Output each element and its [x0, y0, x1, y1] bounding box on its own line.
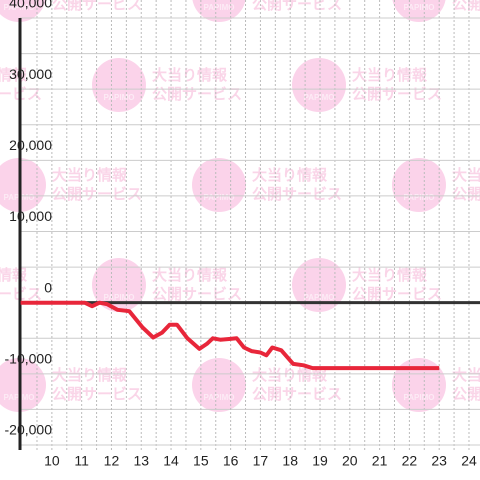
- watermark-text: PAPIMO: [404, 3, 435, 12]
- watermark-text: 公開サービス: [52, 386, 142, 403]
- series-line: [20, 300, 440, 371]
- watermark-text: PAPIMO: [104, 293, 135, 302]
- watermark-text: PAPIMO: [204, 193, 235, 202]
- watermark-text: 大当り情報: [352, 266, 428, 284]
- x-tick-label: 11: [74, 453, 89, 469]
- y-tick-label: 30,000: [9, 66, 52, 82]
- watermark-circle: [92, 58, 146, 112]
- watermark-text: PAPIMO: [204, 393, 235, 402]
- x-tick-label: 24: [461, 453, 477, 469]
- watermark-circle: [0, 0, 46, 22]
- watermark-circle: [292, 58, 346, 112]
- watermark-circle: [192, 358, 246, 412]
- y-tick-label: -10,000: [5, 351, 53, 367]
- watermark-text: 公開サービス: [252, 186, 342, 203]
- watermark-text: 公開サービス: [52, 186, 142, 203]
- watermark-text: 公開サービス: [152, 86, 242, 103]
- y-tick-label: 10,000: [9, 208, 52, 224]
- watermark-text: PAPIMO: [404, 193, 435, 202]
- x-tick-label: 14: [163, 453, 179, 469]
- watermark-circle: [392, 0, 446, 22]
- watermark-text: 大当り情報: [252, 366, 328, 384]
- x-tick-label: 23: [431, 453, 447, 469]
- x-tick-label: 18: [282, 453, 298, 469]
- x-tick-label: 20: [342, 453, 358, 469]
- watermark-circle: [0, 358, 46, 412]
- x-tick-label: 19: [312, 453, 328, 469]
- watermark-text: 大当り情報: [452, 366, 480, 384]
- watermark-text: 公開サービス: [252, 386, 342, 403]
- y-tick-label: 40,000: [9, 0, 52, 11]
- watermark-text: 大当り情報: [0, 266, 28, 284]
- x-tick-label: 10: [44, 453, 60, 469]
- watermark-text: PAPIMO: [4, 3, 35, 12]
- x-tick-label: 13: [133, 453, 149, 469]
- watermark-text: 大当り情報: [152, 266, 228, 284]
- watermark-text: PAPIMO: [304, 293, 335, 302]
- watermark-text: 大当り情報: [152, 66, 228, 84]
- watermark-text: PAPIMO: [104, 93, 135, 102]
- watermark-text: 公開サービス: [452, 186, 480, 203]
- y-tick-label: -20,000: [5, 422, 53, 438]
- watermark-text: 公開サービス: [352, 86, 442, 103]
- watermark-circle: [292, 258, 346, 312]
- x-tick-label: 21: [372, 453, 388, 469]
- watermark-circle: [0, 158, 46, 212]
- watermark-text: 大当り情報: [352, 66, 428, 84]
- x-tick-label: 16: [223, 453, 239, 469]
- x-tick-label: 12: [104, 453, 120, 469]
- watermark-text: 大当り情報: [52, 366, 128, 384]
- watermark-circle: [392, 158, 446, 212]
- watermark-text: 大当り情報: [252, 166, 328, 184]
- watermark-text: PAPIMO: [404, 393, 435, 402]
- watermark-circle: [92, 258, 146, 312]
- x-tick-label: 17: [253, 453, 269, 469]
- y-tick-label: 20,000: [9, 137, 52, 153]
- x-tick-label: 15: [193, 453, 209, 469]
- watermark-circle: [392, 358, 446, 412]
- y-tick-label: 0: [44, 279, 52, 295]
- watermark-text: 公開サービス: [252, 0, 342, 13]
- watermark-text: 公開サービス: [152, 286, 242, 303]
- watermark-circle: [192, 0, 246, 22]
- watermark-text: 公開サービス: [352, 286, 442, 303]
- x-tick-label: 22: [402, 453, 418, 469]
- watermark-text: 公開サービス: [452, 0, 480, 13]
- watermark-text: PAPIMO: [204, 3, 235, 12]
- watermark-text: 大当り情報: [52, 166, 128, 184]
- watermark-text: PAPIMO: [304, 93, 335, 102]
- watermark-text: 公開サービス: [52, 0, 142, 13]
- watermark-circle: [192, 158, 246, 212]
- watermark-text: 公開サービス: [452, 386, 480, 403]
- watermark-text: 大当り情報: [452, 166, 480, 184]
